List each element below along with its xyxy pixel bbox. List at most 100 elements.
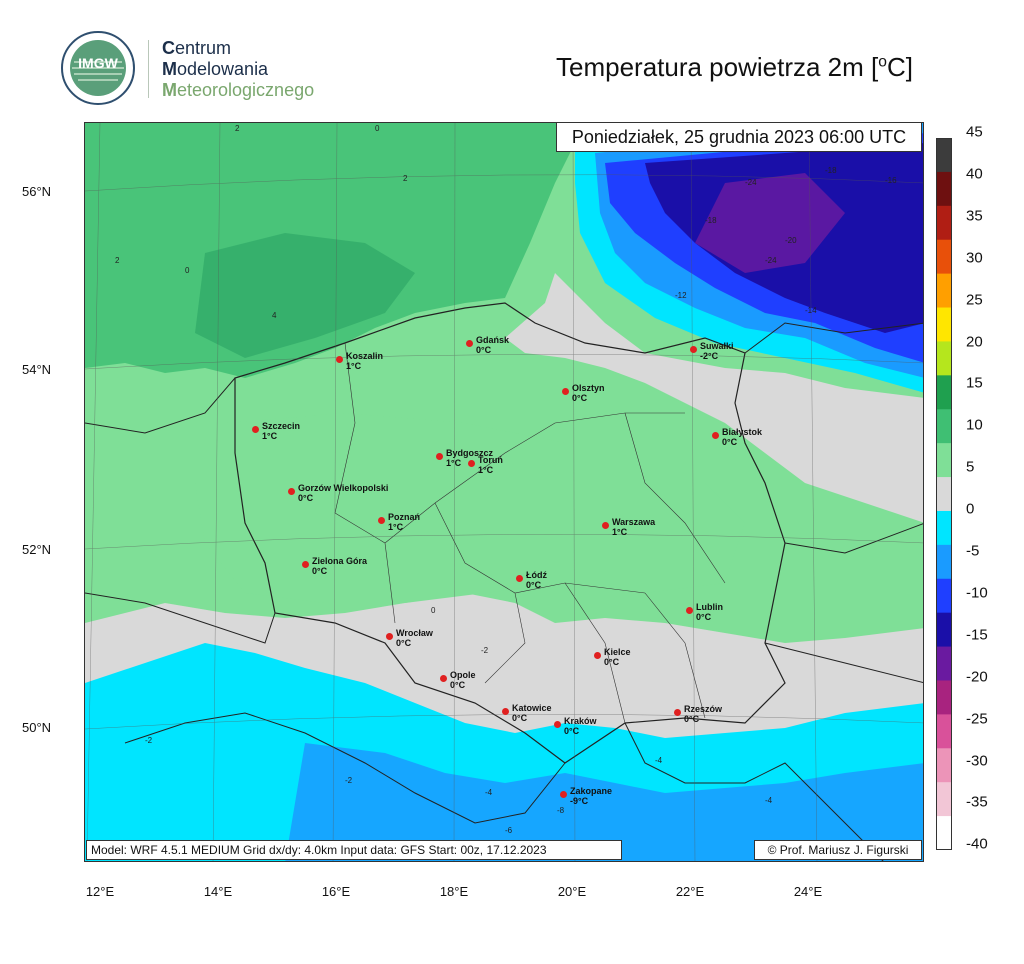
colorbar-segment <box>936 815 952 850</box>
colorbar-segment <box>936 239 952 274</box>
city-temperature: 0°C <box>526 580 542 590</box>
city-name: Rzeszów <box>684 704 723 714</box>
colder-area-south <box>285 743 923 861</box>
city-name: Lublin <box>696 602 723 612</box>
contour-value-label: -18 <box>825 166 837 175</box>
city-temperature: 1°C <box>446 458 462 468</box>
city-temperature: 0°C <box>722 437 738 447</box>
border-poland <box>234 302 786 764</box>
contour-value-label: -18 <box>705 216 717 225</box>
city-temperature: -9°C <box>570 796 589 806</box>
colorbar-segment <box>936 138 952 172</box>
city-marker-icon <box>712 432 719 439</box>
city-temperature: 0°C <box>450 680 466 690</box>
extreme-cold-core <box>695 173 845 273</box>
city-marker-icon <box>336 356 343 363</box>
city-label: Warszawa 1°C <box>612 517 655 537</box>
city-name: Warszawa <box>612 517 656 527</box>
border-czechia-slovakia <box>124 712 884 861</box>
city-temperature: 0°C <box>298 493 314 503</box>
logo-text: IMGW <box>78 55 118 71</box>
city-label: Kraków 0°C <box>564 716 597 736</box>
colorbar-tick-label: 40 <box>966 165 983 183</box>
sea-warmer-patch <box>195 233 415 358</box>
city-name: Poznań <box>388 512 421 522</box>
org-name-line-3: Meteorologicznego <box>162 80 314 100</box>
colorbar-segment <box>936 612 952 647</box>
colorbar-segment <box>936 307 952 342</box>
contour-value-label: -24 <box>745 178 757 187</box>
lat-label-52: 52°N <box>22 542 52 557</box>
colorbar-tick-label: 10 <box>966 416 983 434</box>
contour-value-label: -12 <box>675 291 687 300</box>
contour-value-label: 0 <box>431 606 436 615</box>
model-info-label: Model: WRF 4.5.1 MEDIUM Grid dx/dy: 4.0k… <box>86 840 622 860</box>
city-name: Gdańsk <box>476 335 510 345</box>
contour-value-label: -2 <box>481 646 489 655</box>
colorbar-tick-label: 45 <box>966 123 983 141</box>
city-marker-icon <box>562 388 569 395</box>
city-name: Koszalin <box>346 351 384 361</box>
city-marker-icon <box>252 426 259 433</box>
lon-label-22: 22°E <box>675 884 705 899</box>
city-label: Opole 0°C <box>450 670 476 690</box>
city-label: Toruń 1°C <box>478 455 503 475</box>
colorbar-tick-label: -15 <box>966 626 988 644</box>
city-label: Wrocław 0°C <box>396 628 433 648</box>
org-name-line-1: Centrum <box>162 38 231 58</box>
city-label: Kielce 0°C <box>604 647 631 667</box>
city-name: Szczecin <box>262 421 301 431</box>
org-rest-3: eteorologicznego <box>177 80 315 100</box>
city-temperature: 0°C <box>604 657 620 667</box>
map-canvas: 2024200-2-2-2-4-6-8-4-4-10-12-14-16-18-2… <box>85 123 923 861</box>
city-label: Lublin 0°C <box>696 602 723 622</box>
contour-value-label: 4 <box>272 311 277 320</box>
contour-value-label: -4 <box>485 788 493 797</box>
city-marker-icon <box>466 340 473 347</box>
colorbar-segment <box>936 442 952 478</box>
org-rest-2: odelowania <box>177 59 269 79</box>
city-marker-icon <box>554 721 561 728</box>
border-east <box>744 322 923 684</box>
contour-value-label: -2 <box>145 736 153 745</box>
city-label: Poznań 1°C <box>388 512 420 532</box>
city-marker-icon <box>560 791 567 798</box>
colorbar-segment <box>936 171 952 206</box>
colorbar-segment <box>936 713 952 749</box>
city-temperature: 1°C <box>612 527 628 537</box>
city-label: Białystok 0°C <box>722 427 762 447</box>
city-name: Zielona Góra <box>312 556 368 566</box>
city-label: Katowice 0°C <box>512 703 552 723</box>
city-temperature: 0°C <box>512 713 528 723</box>
city-marker-icon <box>436 453 443 460</box>
contour-value-label: 2 <box>115 256 120 265</box>
city-marker-icon <box>674 709 681 716</box>
contour-value-label: 2 <box>403 174 408 183</box>
city-name: Białystok <box>722 427 763 437</box>
colorbar-segment <box>936 205 952 240</box>
border-voivodeships <box>334 342 726 724</box>
contour-value-label: -20 <box>785 236 797 245</box>
contour-value-label: 0 <box>185 266 190 275</box>
page-title: Temperatura powietrza 2m [oC] <box>556 52 913 83</box>
city-temperature: 0°C <box>684 714 700 724</box>
colorbar-tick-label: 15 <box>966 374 983 392</box>
colorbar-segment <box>936 374 952 410</box>
colorbar-segment <box>936 510 952 545</box>
city-marker-icon <box>302 561 309 568</box>
city-marker-icon <box>502 708 509 715</box>
contour-value-label: -14 <box>805 306 817 315</box>
credit-label: © Prof. Mariusz J. Figurski <box>754 840 922 860</box>
logo-divider <box>148 40 149 98</box>
city-name: Zakopane <box>570 786 613 796</box>
city-label: Zakopane -9°C <box>570 786 612 806</box>
lon-label-24: 24°E <box>793 884 823 899</box>
contour-value-label: -4 <box>655 756 663 765</box>
title-main: Temperatura powietrza 2m [ <box>556 52 879 82</box>
city-name: Kielce <box>604 647 631 657</box>
lon-label-14: 14°E <box>203 884 233 899</box>
colorbar-tick-label: -30 <box>966 752 988 769</box>
city-name: Wrocław <box>396 628 433 638</box>
colorbar-segment <box>936 646 952 681</box>
colorbar-tick-label: 35 <box>966 207 983 225</box>
